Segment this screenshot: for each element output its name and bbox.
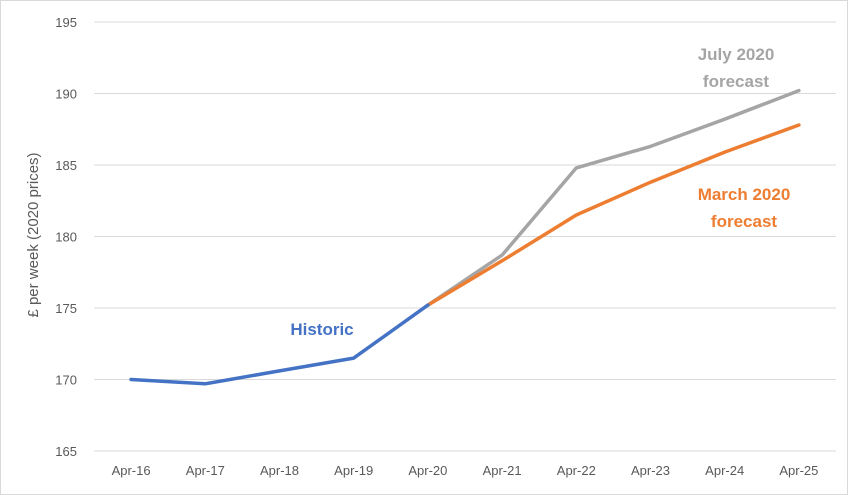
series-line	[129, 303, 430, 386]
y-tick-label: 185	[55, 158, 77, 173]
series-label: Historic	[290, 320, 353, 339]
x-tick-label: Apr-21	[483, 463, 522, 478]
series-label-line: March 2020	[698, 185, 791, 204]
x-tick-label: Apr-24	[705, 463, 744, 478]
series-label-line: Historic	[290, 320, 353, 339]
series-label: March 2020 forecast	[698, 185, 791, 231]
series-label-line: forecast	[703, 72, 769, 91]
gridlines	[94, 21, 836, 452]
y-tick-label: 195	[55, 15, 77, 30]
x-tick-label: Apr-18	[260, 463, 299, 478]
x-tick-label: Apr-17	[186, 463, 225, 478]
y-tick-label: 170	[55, 373, 77, 388]
y-axis-title: £ per week (2020 prices)	[25, 152, 42, 317]
series-line	[426, 88, 801, 307]
x-tick-label: Apr-16	[112, 463, 151, 478]
series-label-line: forecast	[711, 212, 777, 231]
series-labels: Historic July 2020 forecast March 2020 forec…	[290, 45, 790, 339]
series-lines	[129, 88, 801, 386]
y-tick-label: 180	[55, 230, 77, 245]
x-tick-label: Apr-22	[557, 463, 596, 478]
y-tick-label: 175	[55, 301, 77, 316]
series-label: July 2020 forecast	[698, 45, 775, 91]
series-label-line: July 2020	[698, 45, 775, 64]
x-axis-ticks: Apr-16 Apr-17 Apr-18 Apr-19 Apr-20 Apr-21 Apr-…	[112, 463, 819, 478]
x-tick-label: Apr-25	[779, 463, 818, 478]
x-tick-label: Apr-19	[334, 463, 373, 478]
x-tick-label: Apr-23	[631, 463, 670, 478]
y-tick-label: 190	[55, 87, 77, 102]
y-axis-ticks: 165 170 175 180 185 190 195	[55, 15, 77, 459]
series-line	[426, 123, 801, 307]
x-tick-label: Apr-20	[408, 463, 447, 478]
y-tick-label: 165	[55, 444, 77, 459]
